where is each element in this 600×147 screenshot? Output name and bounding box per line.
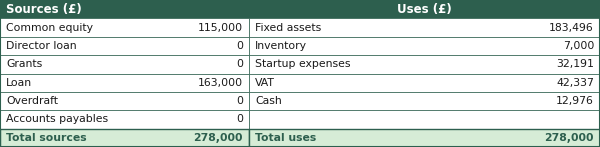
Bar (0, 0, 249, 18)
Bar (0, 74, 249, 92)
Bar (249, 37, 600, 55)
Text: Accounts payables: Accounts payables (6, 114, 108, 125)
Text: Loan: Loan (6, 78, 32, 88)
Bar (249, 92, 600, 110)
Text: Fixed assets: Fixed assets (255, 22, 321, 33)
Bar (0, 129, 249, 147)
Text: Startup expenses: Startup expenses (255, 59, 350, 69)
Bar (0, 110, 249, 129)
Bar (249, 0, 600, 18)
Text: Grants: Grants (6, 59, 42, 69)
Text: Cash: Cash (255, 96, 282, 106)
Text: Sources (£): Sources (£) (6, 3, 82, 16)
Text: Overdraft: Overdraft (6, 96, 58, 106)
Text: 278,000: 278,000 (545, 133, 594, 143)
Bar (0, 55, 249, 74)
Text: 0: 0 (236, 96, 243, 106)
Text: Uses (£): Uses (£) (397, 3, 452, 16)
Text: 163,000: 163,000 (198, 78, 243, 88)
Text: Common equity: Common equity (6, 22, 93, 33)
Text: Total uses: Total uses (255, 133, 316, 143)
Bar (249, 18, 600, 37)
Text: 115,000: 115,000 (198, 22, 243, 33)
Bar (249, 74, 600, 92)
Text: Director loan: Director loan (6, 41, 77, 51)
Text: 32,191: 32,191 (556, 59, 594, 69)
Text: 42,337: 42,337 (556, 78, 594, 88)
Bar (249, 129, 600, 147)
Bar (0, 92, 249, 110)
Text: 0: 0 (236, 59, 243, 69)
Text: 278,000: 278,000 (193, 133, 243, 143)
Text: VAT: VAT (255, 78, 275, 88)
Bar (249, 55, 600, 74)
Bar (0, 37, 249, 55)
Bar (249, 110, 600, 129)
Text: Inventory: Inventory (255, 41, 307, 51)
Text: 12,976: 12,976 (556, 96, 594, 106)
Bar (0, 18, 249, 37)
Text: 7,000: 7,000 (563, 41, 594, 51)
Text: 183,496: 183,496 (549, 22, 594, 33)
Text: Total sources: Total sources (6, 133, 86, 143)
Text: 0: 0 (236, 41, 243, 51)
Text: 0: 0 (236, 114, 243, 125)
